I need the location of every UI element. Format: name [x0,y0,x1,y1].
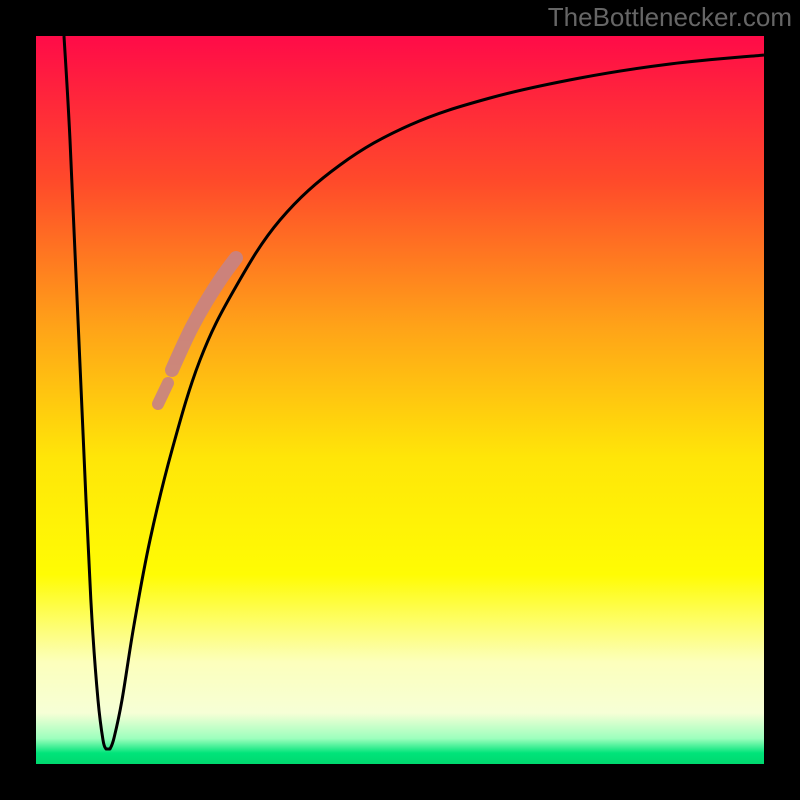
chart-stage: TheBottlenecker.com [0,0,800,800]
plot-background [36,36,764,764]
watermark-text: TheBottlenecker.com [548,2,792,33]
bottleneck-chart [0,0,800,800]
